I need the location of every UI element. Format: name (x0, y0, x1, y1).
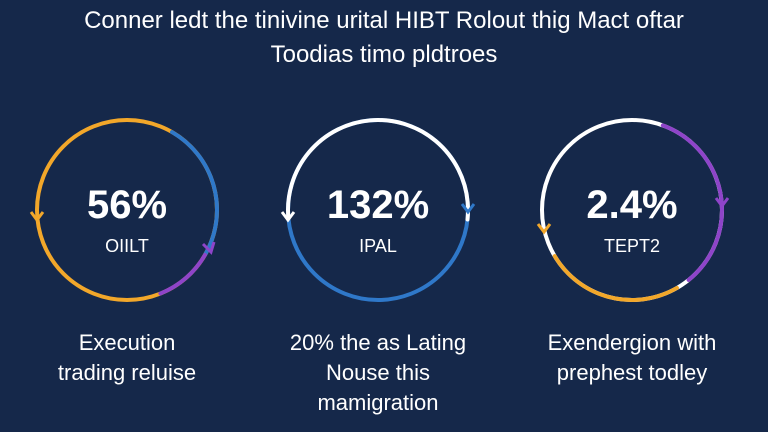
caption-line: Execution (79, 330, 176, 355)
stat-value: 2.4% (586, 183, 677, 227)
stat-label: OIILT (105, 236, 149, 256)
ring (280, 118, 476, 302)
stat-label: TEPT2 (604, 236, 660, 256)
stat-value: 56% (87, 183, 167, 227)
title-line: Conner ledt the tinivine urital HIBT Rol… (84, 7, 684, 34)
ring (29, 118, 219, 302)
caption-line: mamigration (317, 390, 438, 415)
ring (536, 118, 730, 302)
caption-line: 20% the as Lating (290, 330, 466, 355)
caption-line: Exendergion with (548, 330, 717, 355)
title-line: Toodias timo pldtroes (271, 41, 498, 68)
stat-value: 132% (327, 183, 429, 227)
caption-line: Nouse this (326, 360, 430, 385)
stat-label: IPAL (359, 236, 397, 256)
caption-line: trading reluise (58, 360, 196, 385)
caption-line: prephest todley (557, 360, 707, 385)
